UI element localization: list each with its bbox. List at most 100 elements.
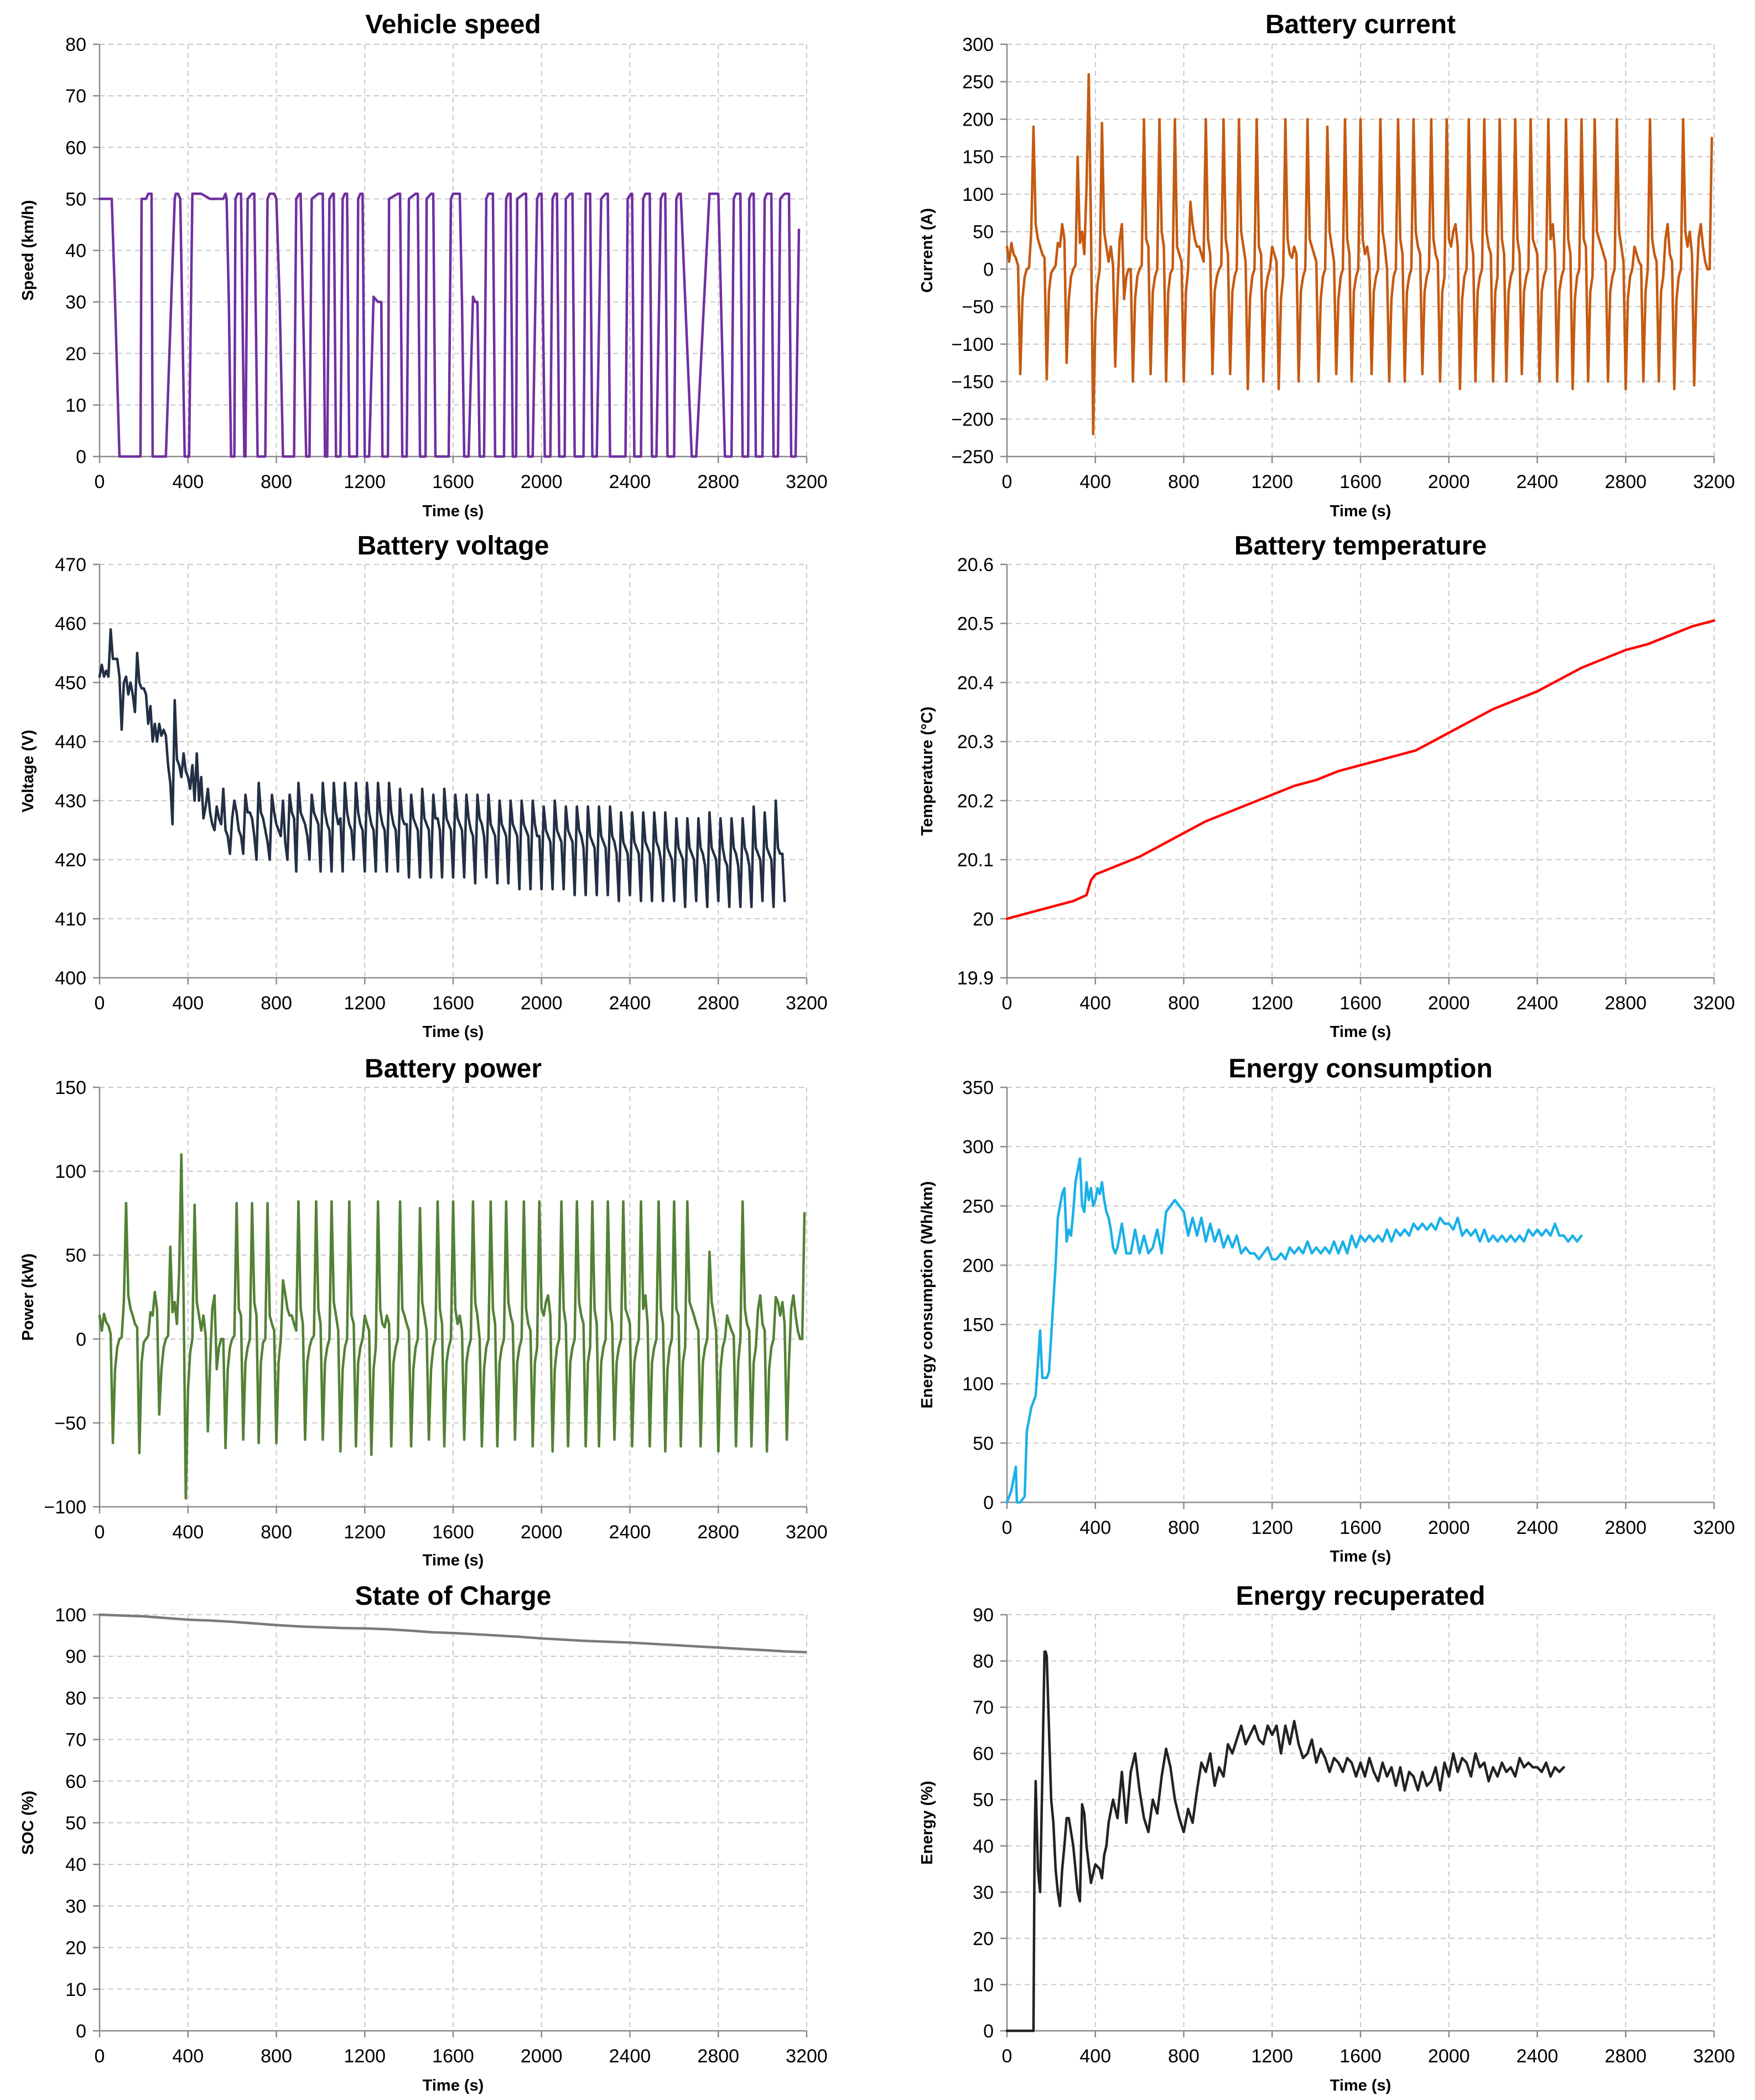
battery-voltage-x-tick-label: 2000: [521, 993, 563, 1014]
battery-temperature-y-tick-label: 20.5: [957, 614, 994, 635]
vehicle-speed-x-tick-label: 2400: [609, 471, 651, 492]
vehicle-speed-x-tick-label: 0: [95, 471, 105, 492]
panel-state-of-charge: 0 400 800 1200 1600 2000 2400 2800 3200 0 10 20 30 40…: [19, 1582, 828, 2094]
energy-consumption-series-line: [1005, 1157, 1583, 1504]
battery-voltage-x-tick-label: 3200: [786, 993, 828, 1014]
energy-consumption-y-tick-label: 300: [962, 1137, 994, 1158]
state-of-charge-x-tick-label: 1600: [432, 2046, 474, 2067]
battery-current-x-tick-label: 400: [1079, 471, 1111, 492]
battery-voltage-series-line: [98, 628, 786, 909]
energy-recuperated-x-tick-label: 2800: [1605, 2046, 1647, 2067]
vehicle-speed-y-tick-label: 60: [65, 137, 86, 158]
battery-current-x-tick-label: 1200: [1251, 471, 1293, 492]
energy-recuperated-title: Energy recuperated: [1236, 1582, 1486, 1611]
battery-current-y-label: Current (A): [918, 208, 936, 293]
vehicle-speed-x-label: Time (s): [423, 502, 484, 520]
battery-voltage-x-tick-label: 2800: [697, 993, 739, 1014]
battery-power-x-label: Time (s): [423, 1552, 484, 1569]
battery-temperature-y-label: Temperature (°C): [918, 707, 936, 836]
battery-power-x-tick-label: 0: [95, 1522, 105, 1543]
vehicle-speed-x-tick-label: 2000: [521, 471, 563, 492]
vehicle-speed-y-tick-label: 0: [76, 447, 86, 468]
energy-consumption-x-label: Time (s): [1330, 1548, 1391, 1565]
battery-voltage-title: Battery voltage: [357, 531, 549, 561]
energy-consumption-x-tick-label: 400: [1079, 1517, 1111, 1538]
energy-consumption-x-tick-label: 2000: [1428, 1517, 1470, 1538]
vehicle-speed-x-tick-label: 800: [261, 471, 292, 492]
battery-current-y-tick-label: −50: [962, 297, 994, 318]
energy-recuperated-y-tick-label: 20: [973, 1928, 994, 1949]
energy-recuperated-x-tick-label: 2000: [1428, 2046, 1470, 2067]
energy-consumption-y-tick-label: 250: [962, 1196, 994, 1217]
panel-energy-recuperated: 0 400 800 1200 1600 2000 2400 2800 3200 0 10 20 30 40…: [918, 1582, 1735, 2094]
energy-recuperated-y-label: Energy (%): [918, 1781, 936, 1864]
panel-battery-temperature: 0 400 800 1200 1600 2000 2400 2800 3200 19.9 20 20.…: [918, 531, 1735, 1041]
battery-voltage-y-tick-label: 450: [55, 672, 86, 693]
energy-consumption-x-tick-label: 1200: [1251, 1517, 1293, 1538]
battery-temperature-y-tick-label: 20.1: [957, 850, 994, 871]
energy-recuperated-y-tick-label: 50: [973, 1790, 994, 1811]
battery-temperature-x-tick-label: 2000: [1428, 993, 1470, 1014]
battery-voltage-x-tick-label: 1600: [432, 993, 474, 1014]
battery-current-y-tick-label: −150: [951, 372, 994, 393]
energy-consumption-x-tick-label: 0: [1002, 1517, 1012, 1538]
energy-consumption-x-tick-label: 3200: [1693, 1517, 1735, 1538]
battery-temperature-series-line: [1005, 619, 1716, 920]
battery-current-x-tick-label: 0: [1002, 471, 1012, 492]
battery-current-x-tick-label: 2400: [1517, 471, 1559, 492]
battery-power-x-tick-label: 1200: [344, 1522, 386, 1543]
energy-recuperated-x-tick-label: 1200: [1251, 2046, 1293, 2067]
battery-temperature-y-tick-label: 20.2: [957, 791, 994, 812]
battery-voltage-y-label: Voltage (V): [19, 730, 37, 812]
battery-voltage-y-tick-label: 400: [55, 968, 86, 989]
panel-battery-voltage: 0 400 800 1200 1600 2000 2400 2800 3200 400 410 420…: [19, 531, 828, 1041]
vehicle-speed-y-label: Speed (km/h): [19, 200, 37, 300]
battery-power-series-line: [98, 1153, 806, 1500]
battery-power-y-tick-label: 100: [55, 1162, 86, 1183]
state-of-charge-y-tick-label: 30: [65, 1896, 86, 1917]
state-of-charge-title: State of Charge: [355, 1582, 552, 1611]
battery-current-title: Battery current: [1265, 10, 1456, 39]
vehicle-speed-x-tick-label: 1600: [432, 471, 474, 492]
battery-power-x-tick-label: 1600: [432, 1522, 474, 1543]
vehicle-speed-y-tick-label: 80: [65, 34, 86, 55]
state-of-charge-series-line: [98, 1613, 807, 1653]
battery-current-x-tick-label: 3200: [1693, 471, 1735, 492]
energy-consumption-y-tick-label: 200: [962, 1255, 994, 1276]
battery-current-x-tick-label: 800: [1168, 471, 1200, 492]
energy-recuperated-series-line: [1005, 1650, 1565, 2032]
energy-recuperated-y-tick-label: 70: [973, 1697, 994, 1718]
energy-recuperated-x-tick-label: 0: [1002, 2046, 1012, 2067]
energy-consumption-y-label: Energy consumption (Wh/km): [918, 1181, 936, 1409]
battery-current-series-line: [1005, 72, 1714, 435]
battery-temperature-y-tick-label: 20.6: [957, 554, 994, 575]
battery-power-x-tick-label: 400: [172, 1522, 204, 1543]
battery-current-y-tick-label: 250: [962, 72, 994, 93]
battery-power-x-tick-label: 2400: [609, 1522, 651, 1543]
battery-voltage-x-tick-label: 400: [172, 993, 204, 1014]
state-of-charge-y-tick-label: 80: [65, 1688, 86, 1709]
energy-recuperated-y-tick-label: 10: [973, 1974, 994, 1995]
vehicle-speed-y-tick-label: 30: [65, 292, 86, 313]
battery-temperature-y-tick-label: 20: [973, 909, 994, 930]
vehicle-speed-title: Vehicle speed: [365, 10, 541, 39]
state-of-charge-x-tick-label: 2400: [609, 2046, 651, 2067]
energy-recuperated-x-tick-label: 800: [1168, 2046, 1200, 2067]
state-of-charge-x-tick-label: 1200: [344, 2046, 386, 2067]
energy-consumption-x-tick-label: 800: [1168, 1517, 1200, 1538]
vehicle-speed-y-tick-label: 50: [65, 189, 86, 210]
state-of-charge-y-tick-label: 70: [65, 1730, 86, 1751]
battery-power-y-label: Power (kW): [19, 1253, 37, 1341]
energy-recuperated-y-tick-label: 90: [973, 1605, 994, 1626]
battery-voltage-x-tick-label: 0: [95, 993, 105, 1014]
vehicle-speed-y-tick-label: 70: [65, 86, 86, 107]
state-of-charge-x-tick-label: 2000: [521, 2046, 563, 2067]
battery-current-y-tick-label: 50: [973, 222, 994, 243]
battery-power-x-tick-label: 800: [261, 1522, 292, 1543]
state-of-charge-y-tick-label: 40: [65, 1854, 86, 1875]
state-of-charge-y-tick-label: 0: [76, 2021, 86, 2042]
energy-consumption-y-tick-label: 100: [962, 1374, 994, 1395]
vehicle-speed-y-tick-label: 10: [65, 395, 86, 416]
panel-energy-consumption: 0 400 800 1200 1600 2000 2400 2800 3200 0 50 100 150…: [918, 1054, 1735, 1565]
state-of-charge-x-tick-label: 400: [172, 2046, 204, 2067]
